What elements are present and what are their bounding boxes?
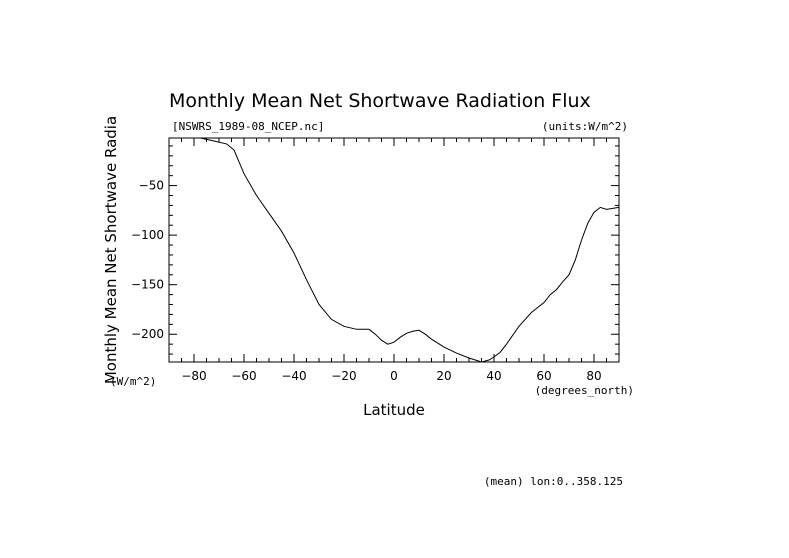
- x-tick-label: 60: [536, 369, 551, 383]
- y-tick-label: −150: [131, 278, 164, 292]
- x-tick-label: −60: [231, 369, 256, 383]
- plot-frame: [168, 137, 620, 363]
- x-tick-label: 0: [390, 369, 398, 383]
- y-axis: −50 −100 −150 −200: [131, 145, 619, 355]
- y-tick-label: −200: [131, 327, 164, 341]
- y-axis-units: (W/m^2): [110, 375, 156, 388]
- x-axis-units: (degrees_north): [535, 384, 634, 397]
- series-line-nswrs: [200, 137, 620, 363]
- file-label: [NSWRS_1989-08_NCEP.nc]: [172, 120, 324, 133]
- x-axis: −80 −60 −40 −20 0 20 40 60 80: [168, 138, 620, 383]
- x-tick-label: 80: [586, 369, 601, 383]
- x-tick-label: −40: [281, 369, 306, 383]
- x-tick-label: 40: [486, 369, 501, 383]
- y-tick-label: −100: [131, 228, 164, 242]
- units-label: (units:W/m^2): [542, 120, 628, 133]
- footer-note: (mean) lon:0..358.125: [484, 475, 623, 488]
- x-tick-label: −20: [331, 369, 356, 383]
- chart-title: Monthly Mean Net Shortwave Radiation Flu…: [169, 90, 591, 112]
- x-axis-label: Latitude: [363, 401, 425, 419]
- x-tick-label: 20: [436, 369, 451, 383]
- y-axis-label: Monthly Mean Net Shortwave Radia: [102, 116, 120, 384]
- y-tick-label: −50: [139, 179, 164, 193]
- x-tick-label: −80: [181, 369, 206, 383]
